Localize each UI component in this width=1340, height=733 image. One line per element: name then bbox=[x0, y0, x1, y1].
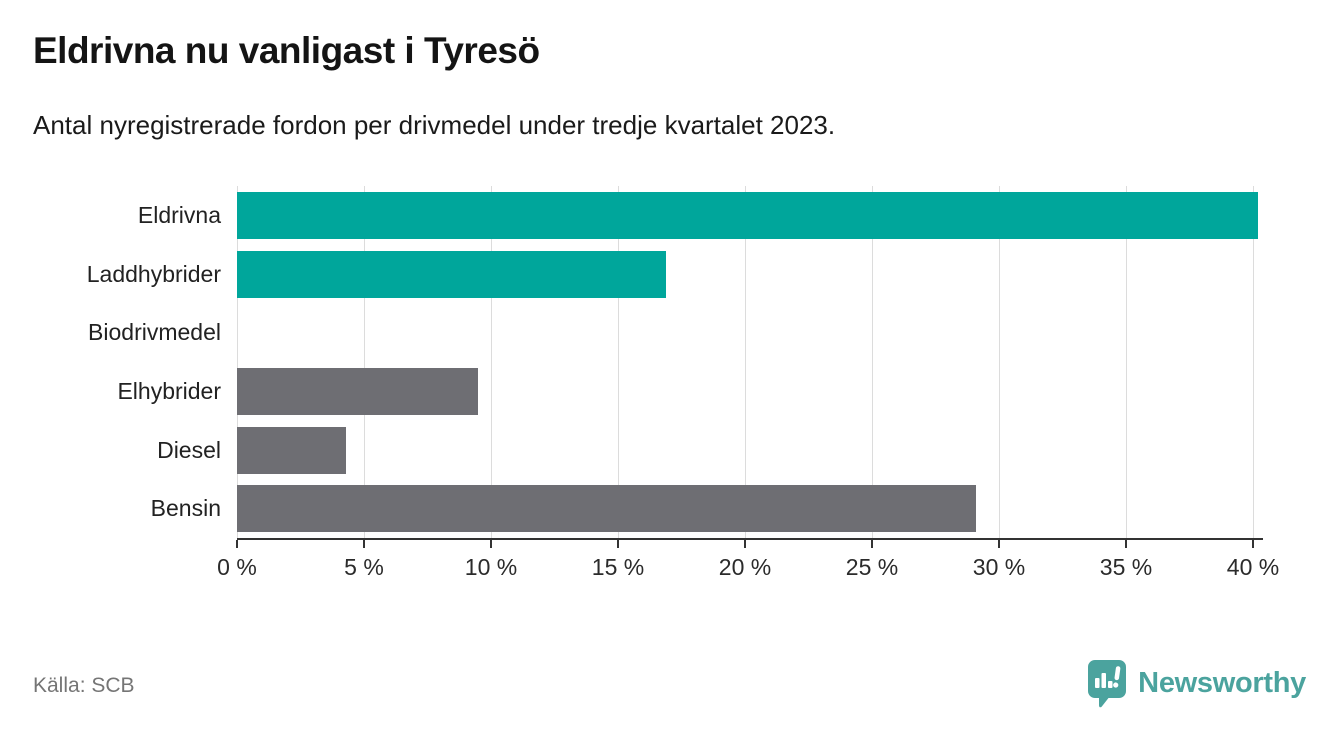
x-axis-tick-mark bbox=[363, 540, 365, 548]
bar-laddhybrider bbox=[237, 250, 667, 298]
source-note: Källa: SCB bbox=[33, 674, 135, 697]
bar-row bbox=[237, 362, 1263, 421]
bar-row bbox=[237, 245, 1263, 304]
gridline bbox=[618, 186, 619, 538]
x-axis-tick-mark bbox=[871, 540, 873, 548]
gridline bbox=[237, 186, 238, 538]
chart-title: Eldrivna nu vanligast i Tyresö bbox=[33, 30, 540, 71]
x-axis-tick-mark bbox=[617, 540, 619, 548]
x-axis-tick-label: 0 % bbox=[217, 554, 257, 580]
y-axis-labels: Eldrivna Laddhybrider Biodrivmedel Elhybrid… bbox=[33, 186, 237, 538]
gridline bbox=[1253, 186, 1254, 538]
category-label-diesel: Diesel bbox=[157, 436, 221, 463]
x-axis-tick-label: 20 % bbox=[718, 554, 772, 580]
gridline bbox=[491, 186, 492, 538]
category-label-bensin: Bensin bbox=[150, 495, 221, 522]
bar-diesel bbox=[237, 426, 347, 474]
x-axis-tick-mark bbox=[490, 540, 492, 548]
gridline bbox=[1126, 186, 1127, 538]
bar-row bbox=[237, 303, 1263, 362]
chart-subtitle: Antal nyregistrerade fordon per drivmede… bbox=[33, 110, 836, 140]
x-axis-tick-label: 30 % bbox=[972, 554, 1026, 580]
bar-row bbox=[237, 479, 1263, 538]
x-axis-tick-mark bbox=[236, 540, 238, 548]
x-axis-tick-label: 15 % bbox=[591, 554, 645, 580]
bar-row bbox=[237, 186, 1263, 245]
bar-chart: Eldrivna Laddhybrider Biodrivmedel Elhybrid… bbox=[33, 186, 1279, 580]
x-axis-tick-mark bbox=[1252, 540, 1254, 548]
bar-bensin bbox=[237, 485, 977, 533]
x-axis-tick-mark bbox=[998, 540, 1000, 548]
bar-row bbox=[237, 421, 1263, 480]
x-axis-tick-label: 10 % bbox=[464, 554, 518, 580]
gridline bbox=[364, 186, 365, 538]
x-axis-tick-mark bbox=[1125, 540, 1127, 548]
gridline bbox=[872, 186, 873, 538]
category-label-biodrivmedel: Biodrivmedel bbox=[88, 319, 221, 346]
x-axis-line bbox=[237, 538, 1263, 540]
gridline bbox=[745, 186, 746, 538]
plot-area: 0 % 5 % 10 % 15 % 20 % 25 % 30 % 35 % 40 % bbox=[217, 186, 1279, 580]
newsworthy-speech-bubble-icon bbox=[1088, 660, 1127, 708]
category-label-eldrivna: Eldrivna bbox=[137, 201, 221, 228]
x-axis-tick-label: 40 % bbox=[1226, 554, 1280, 580]
gridline bbox=[999, 186, 1000, 538]
brand-logo: Newsworthy bbox=[1086, 658, 1306, 708]
brand-name: Newsworthy bbox=[1138, 666, 1306, 699]
x-axis-tick-label: 25 % bbox=[845, 554, 899, 580]
category-label-laddhybrider: Laddhybrider bbox=[86, 260, 221, 287]
category-label-elhybrider: Elhybrider bbox=[117, 377, 221, 404]
x-axis-tick-mark bbox=[744, 540, 746, 548]
bar-eldrivna bbox=[237, 191, 1259, 239]
x-axis-tick-label: 35 % bbox=[1099, 554, 1153, 580]
bars-container bbox=[237, 186, 1263, 538]
bar-elhybrider bbox=[237, 367, 479, 415]
x-axis-tick-label: 5 % bbox=[344, 554, 384, 580]
